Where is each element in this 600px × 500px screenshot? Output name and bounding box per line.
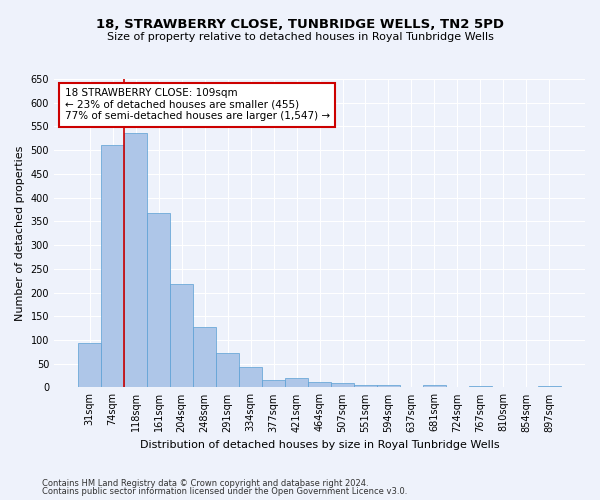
X-axis label: Distribution of detached houses by size in Royal Tunbridge Wells: Distribution of detached houses by size … xyxy=(140,440,499,450)
Bar xyxy=(331,382,354,388)
Bar xyxy=(262,380,285,388)
Bar xyxy=(377,385,400,388)
Bar xyxy=(538,386,561,388)
Text: Contains HM Land Registry data © Crown copyright and database right 2024.: Contains HM Land Registry data © Crown c… xyxy=(42,478,368,488)
Text: Size of property relative to detached houses in Royal Tunbridge Wells: Size of property relative to detached ho… xyxy=(107,32,493,42)
Bar xyxy=(170,284,193,388)
Bar xyxy=(354,384,377,388)
Bar xyxy=(193,326,216,388)
Bar xyxy=(216,353,239,388)
Bar xyxy=(101,146,124,388)
Y-axis label: Number of detached properties: Number of detached properties xyxy=(15,146,25,321)
Bar xyxy=(308,382,331,388)
Bar xyxy=(78,344,101,388)
Bar xyxy=(423,385,446,388)
Bar xyxy=(147,213,170,388)
Text: 18, STRAWBERRY CLOSE, TUNBRIDGE WELLS, TN2 5PD: 18, STRAWBERRY CLOSE, TUNBRIDGE WELLS, T… xyxy=(96,18,504,30)
Bar xyxy=(469,386,492,388)
Bar xyxy=(285,378,308,388)
Text: 18 STRAWBERRY CLOSE: 109sqm
← 23% of detached houses are smaller (455)
77% of se: 18 STRAWBERRY CLOSE: 109sqm ← 23% of det… xyxy=(65,88,330,122)
Bar xyxy=(124,132,147,388)
Text: Contains public sector information licensed under the Open Government Licence v3: Contains public sector information licen… xyxy=(42,487,407,496)
Bar xyxy=(239,366,262,388)
